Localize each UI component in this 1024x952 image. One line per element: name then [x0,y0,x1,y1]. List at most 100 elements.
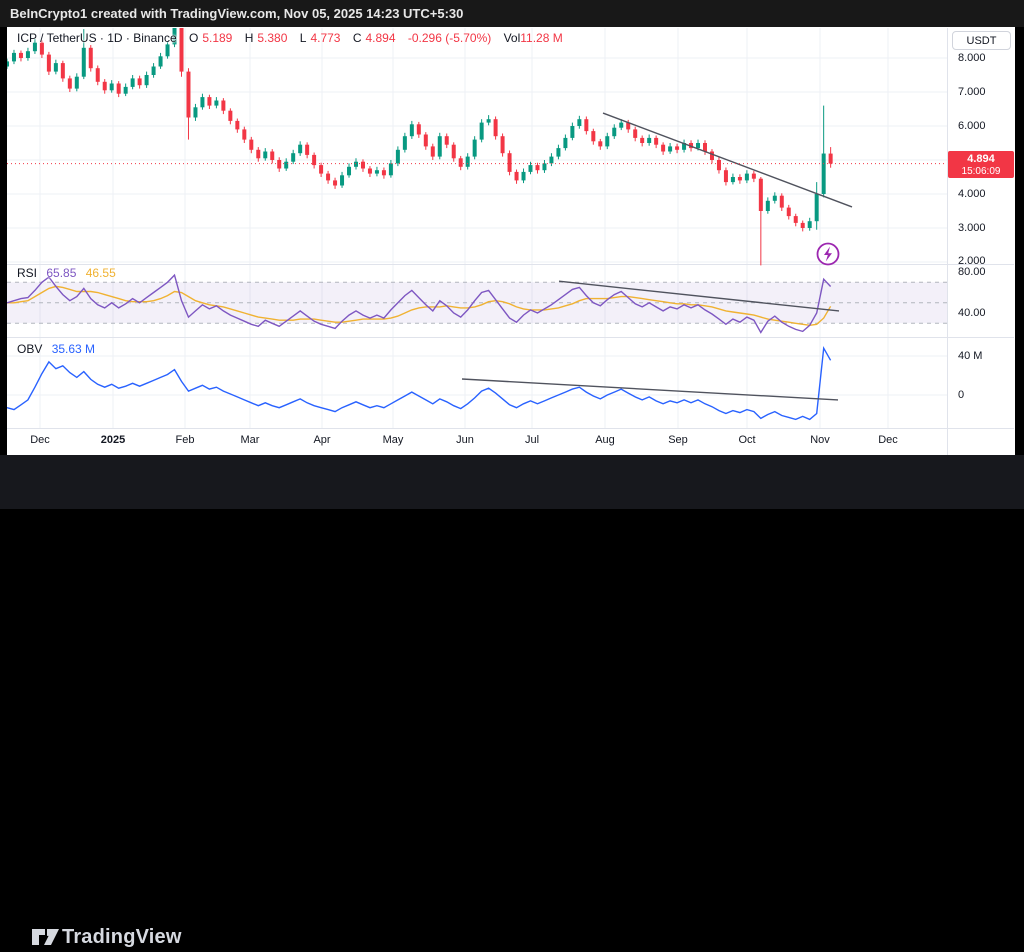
candle-body [744,173,749,181]
candle-body [437,136,442,157]
candle-body [730,177,735,183]
candle-body [109,83,114,91]
candle-body [137,78,142,86]
candle-body [423,134,428,147]
candle-body [172,28,177,45]
candle-body [444,136,449,145]
candle-body [102,81,107,91]
candle-body [46,54,51,72]
candle-body [25,51,30,58]
candle-body [151,66,156,75]
candle-body [682,143,687,150]
rsi-label[interactable]: RSI [17,266,38,280]
candle-body [772,195,777,201]
candle-body [751,173,756,179]
candle-body [598,141,603,147]
candle-body [367,168,372,174]
time-axis-label: Sep [668,434,688,446]
price-axis-label: 3.000 [958,222,986,234]
ohlc-close-label: C [352,31,362,45]
candle-body [67,78,72,89]
candle-body [723,170,728,183]
lightning-bolt-glyph [824,246,832,262]
candle-body [737,177,742,181]
obv-axis-label: 40 M [958,350,983,362]
candle-body [32,42,37,52]
candle-body [675,146,680,150]
rsi-value: 65.85 [46,266,77,280]
obv-label[interactable]: OBV [17,342,43,356]
candle-body [703,143,707,152]
rsi-ma-value: 46.55 [85,266,116,280]
ohlc-open-value: 5.189 [202,31,233,45]
rsi-trendline [558,280,840,312]
candle-body [814,194,819,222]
candle-body [305,144,310,155]
time-axis-label: Apr [313,434,331,446]
currency-button[interactable]: USDT [952,31,1011,50]
time-axis-label: Jun [456,434,474,446]
candle-body [116,83,121,94]
time-axis-label: Aug [595,434,615,446]
candle-body [465,156,470,167]
candle-body [242,129,247,140]
candle-body [319,165,324,174]
candle-body [291,153,296,162]
candle-body [654,137,659,145]
candle-body [200,97,205,108]
time-axis-label: Mar [240,434,260,446]
candle-body [661,144,666,152]
time-axis-label: Dec [30,434,50,446]
price-axis-label: 6.000 [958,120,986,132]
bar-countdown: 15:06:09 [961,166,1001,177]
candle-body [696,143,701,149]
candle-body [312,154,317,166]
change-value: -0.296 (-5.70%) [407,31,492,45]
candle-body [716,160,721,171]
candle-body [123,86,128,94]
candle-body [347,166,352,176]
candle-body [207,97,212,106]
candle-body [640,137,645,143]
candle-body [39,42,44,55]
obv-value: 35.63 M [51,342,96,356]
candle-body [668,146,673,152]
obv-trendline [461,378,839,401]
candle-body [828,153,833,164]
ohlc-low-label: L [299,31,307,45]
tradingview-brand[interactable]: TradingView [62,926,182,948]
footer-bar: TradingView [0,455,1024,948]
symbol-header: ICP / TetherUS · 1D · Binance O 5.189 H 5.… [17,31,567,45]
candle-body [179,28,184,72]
price-axis-label: 7.000 [958,86,986,98]
attribution-text: BeInCrypto1 created with TradingView.com… [10,6,464,21]
candle-body [388,163,393,176]
candle-body [605,136,610,147]
candle-body [165,44,170,57]
rsi-pane-label: RSI 65.85 46.55 [17,266,122,280]
obv-group [7,345,832,421]
chart-panel [7,27,1015,455]
tradingview-logo-icon[interactable] [30,924,60,952]
symbol-title[interactable]: ICP / TetherUS · 1D · Binance [17,31,177,45]
candle-body [221,100,226,111]
candle-body [235,120,240,130]
ohlc-high-label: H [244,31,254,45]
candle-body [500,136,505,154]
chart-canvas[interactable] [7,27,1014,455]
rsi-band [7,282,947,324]
candle-body [486,119,491,123]
candle-body [74,76,79,89]
candle-body [514,171,519,181]
candle-body [619,122,624,128]
lightning-button[interactable] [816,242,840,266]
candle-body [528,165,533,172]
time-axis-label: 2025 [100,434,126,446]
candle-body [81,47,86,77]
candle-body [786,207,791,217]
candle-body [95,68,100,82]
candle-body [507,153,512,172]
candle-body [542,163,547,171]
ohlc-open-label: O [188,31,199,45]
candle-body [298,144,303,154]
